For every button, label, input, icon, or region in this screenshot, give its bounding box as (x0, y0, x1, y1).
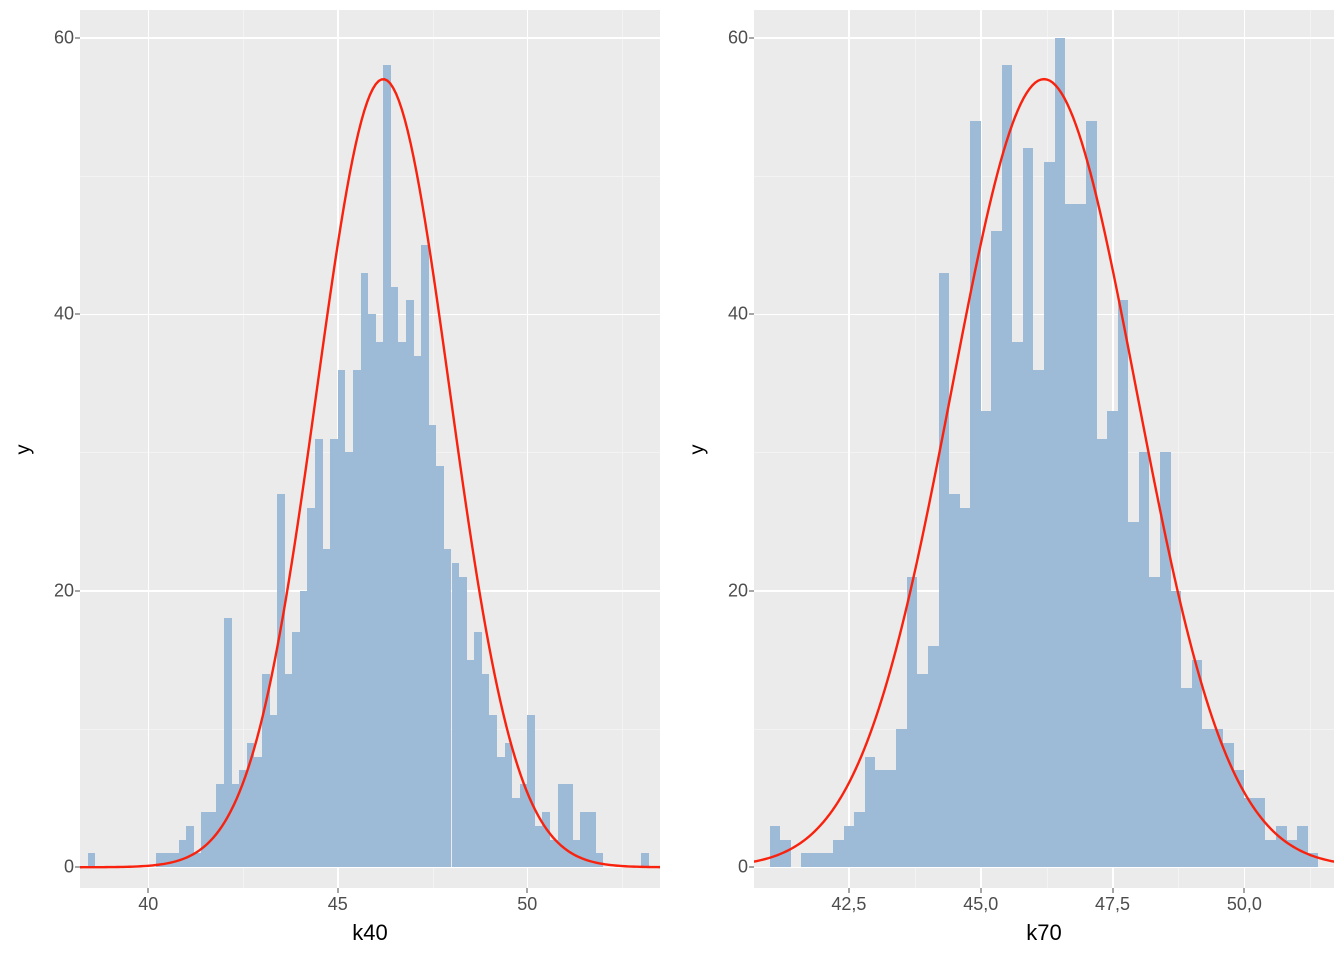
panel-0: y 0 20 40 60 40 45 50 k40 (10, 10, 672, 950)
x-axis-title: k40 (80, 920, 660, 950)
x-tick-label: 45 (328, 894, 348, 915)
x-tick-label: 47,5 (1095, 894, 1130, 915)
y-tick-label: 60 (54, 27, 74, 48)
x-tick-label: 45,0 (963, 894, 998, 915)
y-axis-title: y (684, 10, 712, 888)
y-tick-label: 40 (728, 304, 748, 325)
y-tick-label: 60 (728, 27, 748, 48)
y-tick-label: 20 (54, 580, 74, 601)
y-axis-ticks: 0 20 40 60 (38, 10, 80, 888)
y-axis-ticks: 0 20 40 60 (712, 10, 754, 888)
x-axis-title: k70 (754, 920, 1334, 950)
x-tick-label: 42,5 (831, 894, 866, 915)
x-tick-label: 50,0 (1227, 894, 1262, 915)
x-tick-label: 40 (138, 894, 158, 915)
x-axis-ticks: 42,5 45,0 47,5 50,0 (754, 888, 1334, 920)
y-tick-label: 0 (738, 857, 748, 878)
panel-1: y 0 20 40 60 42,5 45,0 47,5 50,0 k70 (672, 10, 1334, 950)
density-curve (80, 10, 660, 888)
figure-container: y 0 20 40 60 40 45 50 k40 y 0 20 40 60 42,5 45,0 47,5 50,… (0, 0, 1344, 960)
y-tick-label: 40 (54, 304, 74, 325)
y-tick-label: 20 (728, 580, 748, 601)
plot-area (80, 10, 660, 888)
density-curve (754, 10, 1334, 888)
y-axis-title: y (10, 10, 38, 888)
plot-area (754, 10, 1334, 888)
x-tick-label: 50 (517, 894, 537, 915)
y-tick-label: 0 (64, 857, 74, 878)
x-axis-ticks: 40 45 50 (80, 888, 660, 920)
